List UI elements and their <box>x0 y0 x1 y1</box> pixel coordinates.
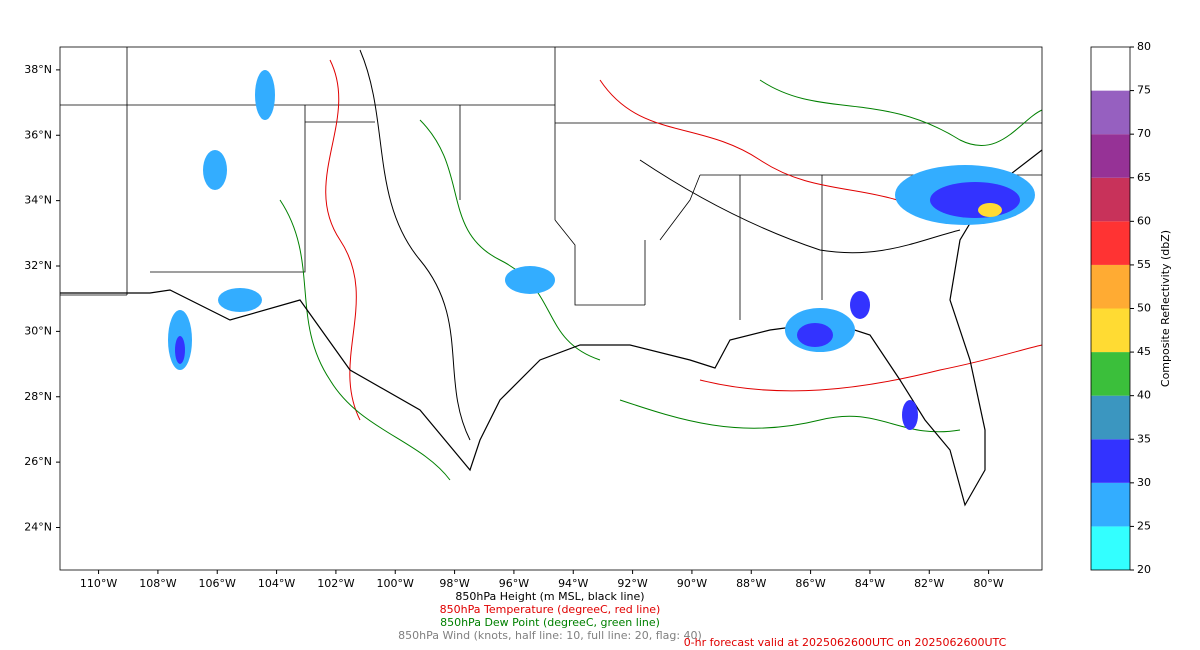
colorbar-label: Composite Reflectivity (dbZ) <box>1159 230 1172 387</box>
lon-label: 80°W <box>973 577 1003 590</box>
lat-label: 34°N <box>24 194 52 207</box>
colorbar-tick-label: 25 <box>1137 519 1151 532</box>
lat-label: 36°N <box>24 128 52 141</box>
color-bin <box>1091 264 1130 309</box>
coastline <box>60 149 1043 507</box>
temperature-contour <box>599 79 941 221</box>
reflectivity <box>168 70 1035 430</box>
map-background <box>60 47 1042 570</box>
lat-label: 30°N <box>24 324 52 337</box>
axes: 38°N 36°N 34°N 32°N 30°N 28°N 26°N 24°N 110°W 108… <box>24 63 1004 590</box>
echo <box>218 288 262 312</box>
caption: 850hPa Temperature (degreeC, red line) <box>440 603 661 616</box>
lon-label: 82°W <box>914 577 944 590</box>
lon-label: 98°W <box>439 577 469 590</box>
color-bin <box>1091 221 1130 265</box>
lon-label: 102°W <box>317 577 354 590</box>
colorbar-tick-label: 55 <box>1137 258 1151 271</box>
valid-time: 0-hr forecast valid at 2025062600UTC on … <box>684 636 1007 649</box>
colorbar-tick-label: 80 <box>1137 40 1151 53</box>
lat-label: 32°N <box>24 259 52 272</box>
contours <box>279 49 1043 481</box>
state-borders <box>60 47 1042 320</box>
echo <box>930 182 1020 218</box>
echo <box>850 291 870 319</box>
colorbar-tick-label: 60 <box>1137 214 1151 227</box>
lon-label: 106°W <box>199 577 236 590</box>
lon-label: 94°W <box>558 577 588 590</box>
lon-label: 100°W <box>377 577 414 590</box>
echo <box>255 70 275 120</box>
color-bin <box>1091 352 1130 396</box>
echo <box>797 323 833 347</box>
colorbar-tick-label: 75 <box>1137 84 1151 97</box>
colorbar-tick-label: 30 <box>1137 476 1151 489</box>
color-bin <box>1091 134 1130 178</box>
colorbar-tick-label: 50 <box>1137 302 1151 315</box>
echo <box>978 203 1002 217</box>
lon-label: 90°W <box>677 577 707 590</box>
echo <box>505 266 555 294</box>
colorbar-tick-label: 45 <box>1137 345 1151 358</box>
colorbar-tick-label: 65 <box>1137 171 1151 184</box>
lat-label: 28°N <box>24 390 52 403</box>
colorbar: 20 25 30 35 40 45 50 55 60 65 70 75 80 Composite Refl… <box>1090 40 1172 576</box>
lon-label: 96°W <box>499 577 529 590</box>
colorbar-tick-label: 70 <box>1137 127 1151 140</box>
caption: 850hPa Dew Point (degreeC, green line) <box>440 616 660 629</box>
dewpoint-contour <box>279 199 451 481</box>
caption: 850hPa Height (m MSL, black line) <box>455 590 644 603</box>
map-frame <box>59 46 1043 571</box>
map-area <box>59 46 1043 571</box>
lon-label: 88°W <box>736 577 766 590</box>
captions: 850hPa Height (m MSL, black line)850hPa … <box>398 590 1006 649</box>
lon-label: 86°W <box>795 577 825 590</box>
dewpoint-contour <box>759 79 1043 146</box>
color-bin <box>1091 308 1130 353</box>
color-bin <box>1091 177 1130 222</box>
lat-label: 24°N <box>24 521 52 534</box>
echo <box>203 150 227 190</box>
echo <box>902 400 918 430</box>
height-contour <box>639 159 961 254</box>
caption: 850hPa Wind (knots, half line: 10, full … <box>398 629 702 642</box>
lon-label: 108°W <box>139 577 176 590</box>
colorbar-tick-label: 20 <box>1137 563 1151 576</box>
color-bin <box>1091 47 1130 91</box>
color-bin <box>1091 395 1130 440</box>
colorbar-tick-label: 35 <box>1137 432 1151 445</box>
lon-label: 84°W <box>855 577 885 590</box>
color-bin <box>1091 90 1130 135</box>
colorbar-tick-label: 40 <box>1137 389 1151 402</box>
echo <box>175 336 185 364</box>
color-bin <box>1091 439 1130 483</box>
temperature-contour <box>325 59 361 421</box>
lat-label: 26°N <box>24 455 52 468</box>
temperature-contour <box>699 344 1043 392</box>
lon-label: 92°W <box>617 577 647 590</box>
lon-label: 104°W <box>258 577 295 590</box>
color-bin <box>1091 526 1130 570</box>
dewpoint-contour <box>419 119 601 361</box>
color-bin <box>1091 482 1130 527</box>
border-lines <box>60 47 1042 320</box>
lon-label: 110°W <box>80 577 117 590</box>
lat-label: 38°N <box>24 63 52 76</box>
height-contour <box>359 49 471 441</box>
